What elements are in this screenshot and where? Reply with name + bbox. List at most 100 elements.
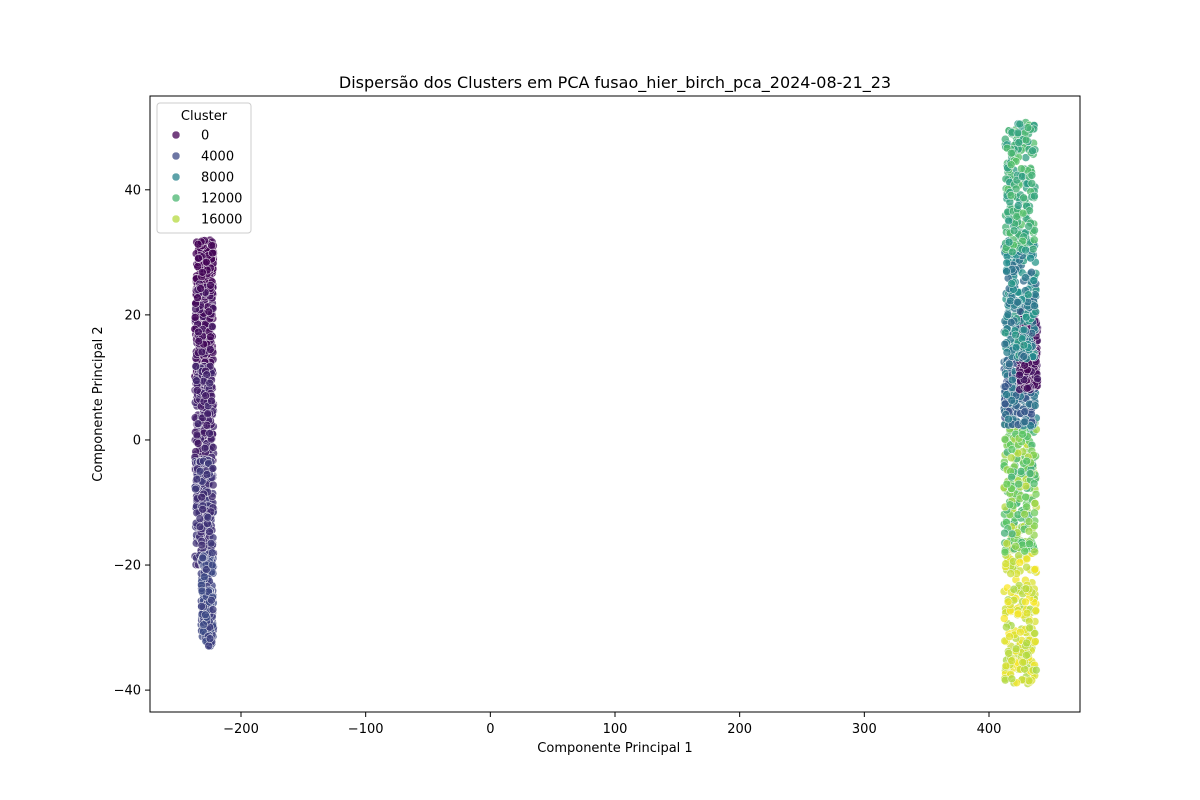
- data-point: [1030, 226, 1039, 235]
- data-point: [1024, 526, 1034, 536]
- data-point: [1030, 401, 1040, 410]
- data-point: [1004, 237, 1014, 247]
- data-point: [1007, 396, 1017, 405]
- data-point: [198, 505, 207, 514]
- data-point: [1002, 258, 1012, 268]
- data-point: [195, 522, 205, 532]
- data-point: [1006, 453, 1016, 463]
- data-point: [1018, 658, 1028, 667]
- data-point: [1016, 627, 1025, 637]
- data-point: [204, 307, 214, 316]
- data-point: [1027, 179, 1037, 188]
- y-tick-label: 40: [124, 183, 141, 198]
- data-point: [1030, 547, 1039, 557]
- data-point: [1021, 312, 1031, 322]
- data-point: [1000, 547, 1010, 557]
- legend-marker: [171, 214, 181, 224]
- data-point: [204, 641, 213, 651]
- data-point: [1021, 584, 1031, 593]
- data-point: [1016, 467, 1026, 476]
- data-point: [198, 553, 207, 563]
- data-point: [203, 409, 212, 418]
- data-point: [1011, 330, 1020, 340]
- data-point: [208, 605, 218, 614]
- data-point: [1007, 148, 1016, 158]
- data-point: [1005, 359, 1014, 369]
- data-point: [1026, 253, 1035, 263]
- data-point: [193, 262, 202, 271]
- data-point: [207, 595, 216, 605]
- data-point: [1014, 138, 1024, 147]
- data-point: [197, 347, 207, 357]
- data-point: [1025, 623, 1034, 633]
- data-point: [193, 386, 202, 395]
- data-point: [207, 322, 217, 331]
- data-point: [1027, 171, 1037, 180]
- data-point: [1019, 193, 1028, 203]
- data-point: [195, 514, 205, 523]
- data-point: [1030, 565, 1040, 574]
- legend-entry-label: 0: [201, 129, 209, 144]
- data-point: [191, 484, 200, 494]
- data-point: [1018, 430, 1027, 439]
- legend-marker: [171, 130, 181, 140]
- data-point: [1013, 128, 1023, 138]
- data-point: [206, 332, 215, 342]
- data-point: [1025, 539, 1034, 549]
- legend-entry-label: 8000: [201, 171, 234, 186]
- y-tick-label: 0: [133, 433, 141, 448]
- data-point: [198, 268, 207, 277]
- data-point: [194, 327, 203, 337]
- data-point: [200, 443, 210, 453]
- data-point: [1021, 597, 1030, 607]
- data-point: [1021, 135, 1031, 145]
- data-point: [1030, 191, 1039, 201]
- data-point: [1004, 216, 1014, 226]
- chart-title: Dispersão dos Clusters em PCA fusao_hier…: [339, 73, 891, 93]
- data-point: [207, 560, 217, 570]
- x-tick-label: 400: [977, 722, 1002, 737]
- data-point: [1027, 268, 1036, 277]
- data-point: [1019, 325, 1029, 335]
- data-point: [1011, 342, 1021, 352]
- data-point: [1024, 222, 1033, 231]
- data-point: [1003, 597, 1013, 607]
- data-point: [193, 293, 202, 302]
- data-point: [1011, 542, 1020, 551]
- data-point: [1009, 226, 1019, 235]
- data-point: [201, 610, 210, 620]
- data-point: [205, 634, 215, 643]
- data-point: [1030, 235, 1039, 245]
- data-point: [1013, 609, 1023, 619]
- data-point: [1022, 456, 1031, 466]
- data-point: [1000, 528, 1009, 538]
- data-point: [1025, 469, 1035, 478]
- data-point: [1004, 649, 1013, 658]
- data-point: [1019, 352, 1029, 361]
- data-point: [193, 239, 203, 249]
- data-point: [1004, 414, 1013, 424]
- data-point: [207, 396, 216, 406]
- data-point: [1022, 502, 1031, 512]
- data-point: [1023, 383, 1032, 393]
- data-point: [1013, 298, 1022, 307]
- data-point: [1024, 676, 1034, 686]
- data-point: [1002, 622, 1011, 632]
- data-point: [1031, 637, 1040, 646]
- data-point: [1000, 328, 1010, 338]
- legend-marker: [171, 151, 181, 161]
- data-point: [192, 376, 201, 385]
- x-tick-label: 100: [603, 722, 628, 737]
- data-point: [193, 419, 203, 428]
- data-point: [1028, 244, 1038, 254]
- data-point: [197, 602, 206, 611]
- data-point: [207, 241, 216, 250]
- legend-title: Cluster: [181, 109, 228, 124]
- data-point: [1002, 479, 1012, 489]
- data-point: [1007, 445, 1017, 454]
- data-point: [194, 253, 203, 263]
- data-point: [202, 565, 211, 574]
- data-point: [1030, 499, 1040, 508]
- data-point: [1001, 399, 1010, 409]
- data-point: [1018, 172, 1027, 181]
